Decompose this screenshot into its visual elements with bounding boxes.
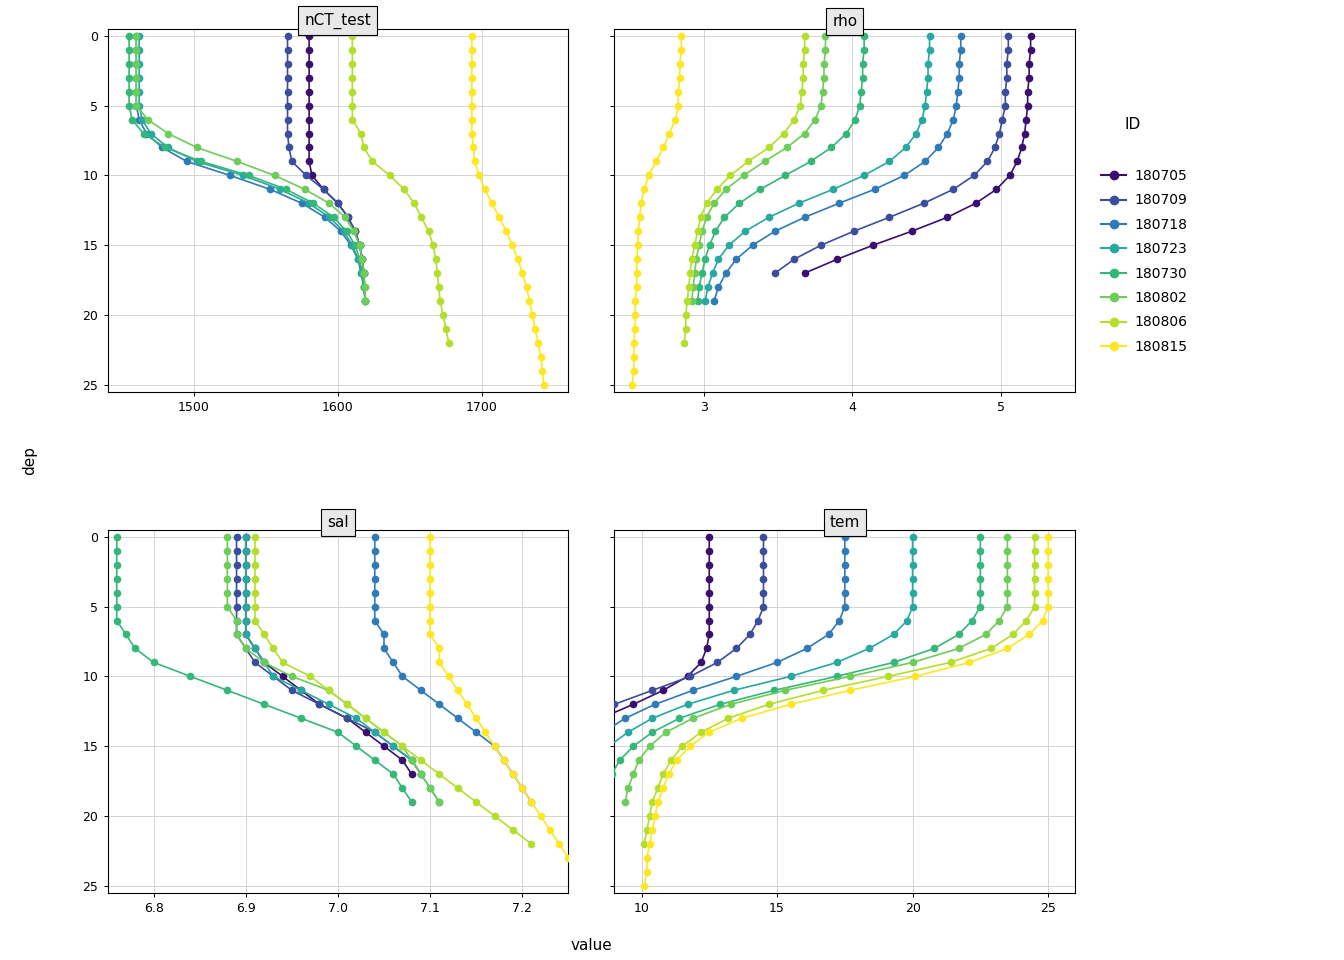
Text: ID: ID bbox=[1125, 116, 1141, 132]
Legend: 180705, 180709, 180718, 180723, 180730, 180802, 180806, 180815: 180705, 180709, 180718, 180723, 180730, … bbox=[1095, 163, 1193, 359]
Text: value: value bbox=[570, 938, 613, 953]
Text: rho: rho bbox=[832, 13, 857, 29]
Text: tem: tem bbox=[829, 515, 860, 530]
Text: dep: dep bbox=[22, 446, 38, 475]
Text: sal: sal bbox=[327, 515, 348, 530]
Text: nCT_test: nCT_test bbox=[305, 12, 371, 29]
